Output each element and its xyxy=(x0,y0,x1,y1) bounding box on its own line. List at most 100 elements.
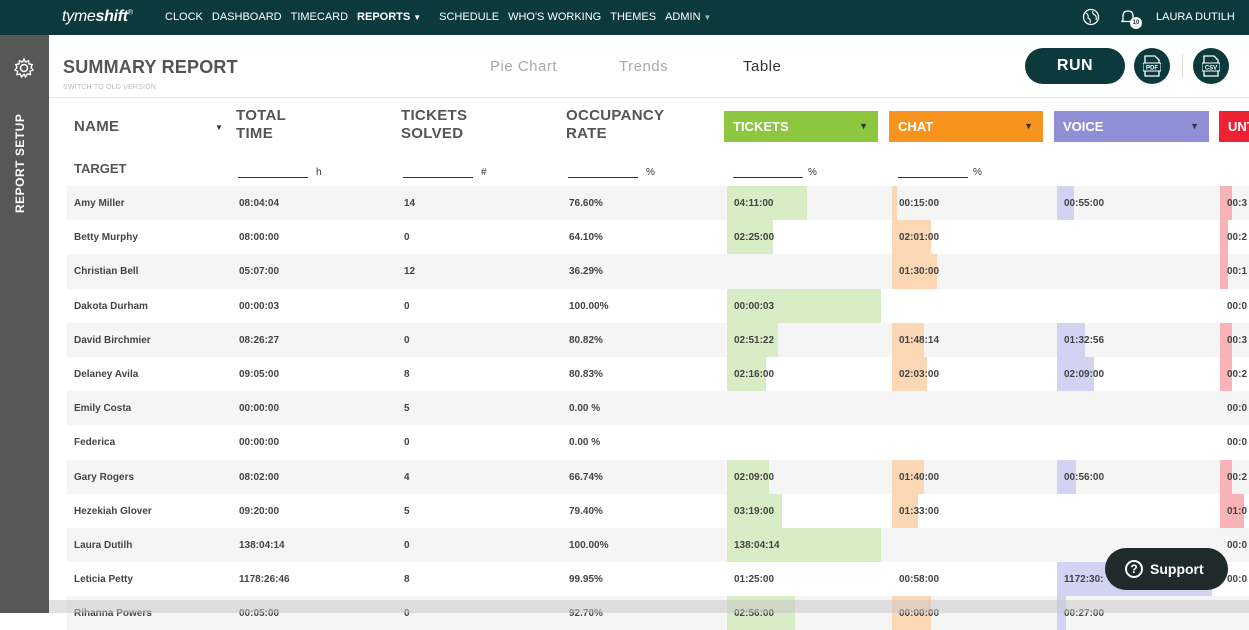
duration-bar xyxy=(1057,186,1074,221)
table-row[interactable]: Amy Miller 08:04:04 14 76.60% 04:11:00 00:15:… xyxy=(67,186,1249,221)
channel-dropdown-untracked[interactable]: UNT xyxy=(1219,111,1249,142)
column-header-name[interactable]: NAME xyxy=(74,118,120,135)
duration-bar xyxy=(727,186,807,221)
table-row[interactable]: David Birchmier 08:26:27 0 80.82% 02:51:22 01… xyxy=(67,322,1249,357)
occupancy-cell: 99.95% xyxy=(569,574,603,586)
question-icon: ? xyxy=(1125,560,1143,578)
target-unit: h xyxy=(316,167,322,178)
channel-time-cell: 02:09:00 xyxy=(1064,368,1105,380)
notification-badge: 10 xyxy=(1130,17,1142,29)
agent-name: Federica xyxy=(74,437,116,449)
support-button[interactable]: ? Support xyxy=(1105,548,1228,590)
nav-reports[interactable]: REPORTS ▼ xyxy=(357,11,430,23)
header-line: SOLVED xyxy=(401,125,464,142)
duration-bar xyxy=(1057,356,1094,392)
total-time-cell: 08:04:04 xyxy=(239,198,280,209)
duration-bar xyxy=(727,288,881,323)
table-row[interactable]: Leticia Petty 1178:26:46 8 99.95% 01:25:00 00… xyxy=(67,562,1249,597)
target-input-occupancy[interactable] xyxy=(568,177,638,178)
report-setup-sidebar[interactable]: REPORT SETUP xyxy=(0,35,49,613)
tickets-solved-cell: 0 xyxy=(404,232,410,244)
table-row[interactable]: Emily Costa 00:00:00 5 0.00 % 00:0 xyxy=(67,391,1249,426)
channel-dropdown-voice[interactable]: VOICE ▼ xyxy=(1054,111,1209,142)
duration-bar xyxy=(892,356,927,392)
nav-clock[interactable]: CLOCK xyxy=(165,11,203,23)
switch-old-version-link[interactable]: SWITCH TO OLD VERSION xyxy=(63,84,157,91)
channel-time-cell: 01:32:56 xyxy=(1064,334,1105,346)
target-unit: % xyxy=(808,167,817,178)
table-row[interactable]: Betty Murphy 08:00:00 0 64.10% 02:25:00 02:01… xyxy=(67,220,1249,255)
target-input-tickets-pct[interactable] xyxy=(733,177,803,178)
occupancy-cell: 76.60% xyxy=(569,198,603,209)
nav-themes[interactable]: THEMES xyxy=(610,11,657,23)
tickets-solved-cell: 8 xyxy=(404,368,410,380)
tab-trends[interactable]: Trends xyxy=(619,58,669,75)
channel-time-cell: 00:0 xyxy=(1227,437,1248,449)
table-row[interactable]: Dakota Durham 00:00:03 0 100.00% 00:00:03 00:… xyxy=(67,288,1249,323)
target-input-chat-pct[interactable] xyxy=(898,177,968,178)
duration-bar xyxy=(727,493,782,528)
occupancy-cell: 36.29% xyxy=(569,266,603,278)
nav-admin[interactable]: ADMIN ▼ xyxy=(665,11,720,23)
duration-bar xyxy=(727,322,778,357)
total-time-cell: 09:05:00 xyxy=(239,368,280,380)
occupancy-cell: 0.00 % xyxy=(569,437,601,449)
duration-bar xyxy=(1057,459,1076,494)
nav-whos-working[interactable]: WHO'S WORKING xyxy=(508,11,602,23)
nav-timecard[interactable]: TIMECARD xyxy=(290,11,349,23)
duration-bar xyxy=(892,254,937,289)
channel-dropdown-tickets[interactable]: TICKETS ▼ xyxy=(724,111,878,142)
main-nav: CLOCK DASHBOARD TIMECARD REPORTS ▼ SCHEDU… xyxy=(165,11,729,23)
duration-bar xyxy=(1220,459,1232,494)
table-row[interactable]: Hezekiah Glover 09:20:00 5 79.40% 03:19:00 01… xyxy=(67,493,1249,528)
user-menu[interactable]: LAURA DUTILH xyxy=(1156,11,1235,23)
total-time-cell: 08:00:00 xyxy=(239,232,280,244)
channel-time-cell: 00:0 xyxy=(1227,539,1248,551)
header-divider xyxy=(49,97,1249,98)
csv-export-button[interactable]: CSV xyxy=(1193,48,1229,84)
tickets-solved-cell: 5 xyxy=(404,403,410,415)
column-header-tickets-solved: TICKETS SOLVED xyxy=(401,107,467,143)
bell-icon[interactable] xyxy=(1119,8,1137,26)
tab-table[interactable]: Table xyxy=(743,58,782,75)
duration-bar xyxy=(1220,322,1232,357)
channel-time-cell: 00:3 xyxy=(1227,334,1248,346)
csv-file-icon: CSV xyxy=(1202,55,1220,77)
table-row[interactable]: Christian Bell 05:07:00 12 36.29% 01:30:00 00… xyxy=(67,254,1249,289)
channel-time-cell: 01:48:14 xyxy=(899,334,940,346)
table-row[interactable]: Gary Rogers 08:02:00 4 66.74% 02:09:00 01:40:… xyxy=(67,459,1249,494)
header-line: RATE xyxy=(566,125,607,142)
agent-name: Gary Rogers xyxy=(74,471,135,483)
table-row[interactable]: Delaney Avila 09:05:00 8 80.83% 02:16:00 02:0… xyxy=(67,356,1249,392)
channel-time-cell: 02:09:00 xyxy=(734,471,775,483)
chevron-down-icon: ▼ xyxy=(703,13,712,22)
pdf-label: PDF xyxy=(1146,66,1158,72)
target-input-tickets[interactable] xyxy=(403,177,473,178)
channel-time-cell: 02:25:00 xyxy=(734,232,775,244)
channel-label: TICKETS xyxy=(733,119,789,134)
tab-pie-chart[interactable]: Pie Chart xyxy=(490,58,558,75)
tickets-solved-cell: 5 xyxy=(404,505,410,517)
tickets-solved-cell: 14 xyxy=(404,198,416,209)
tickets-solved-cell: 8 xyxy=(404,574,410,586)
globe-icon[interactable] xyxy=(1082,8,1100,26)
pdf-export-button[interactable]: PDF xyxy=(1134,48,1170,84)
run-button[interactable]: RUN xyxy=(1025,48,1125,84)
table-row[interactable]: Laura Dutilh 138:04:14 0 100.00% 138:04:14 00… xyxy=(67,527,1249,563)
channel-time-cell: 02:16:00 xyxy=(734,368,775,380)
tymeshift-logo[interactable]: tymeshift® xyxy=(62,8,133,25)
table-row[interactable]: Federica 00:00:00 0 0.00 % 00:0 xyxy=(67,425,1249,459)
tickets-solved-cell: 0 xyxy=(404,539,410,551)
channel-label: CHAT xyxy=(898,119,934,134)
agent-name: Amy Miller xyxy=(74,198,125,209)
target-input-total-time[interactable] xyxy=(238,177,308,178)
sort-caret-icon[interactable]: ▼ xyxy=(215,123,223,132)
duration-bar xyxy=(1057,322,1085,357)
channel-time-cell: 00:2 xyxy=(1227,368,1248,380)
nav-schedule[interactable]: SCHEDULE xyxy=(439,11,500,23)
header-line: TIME xyxy=(236,125,274,142)
channel-time-cell: 04:11:00 xyxy=(734,198,774,209)
channel-dropdown-chat[interactable]: CHAT ▼ xyxy=(889,111,1043,142)
gear-icon[interactable] xyxy=(13,57,35,79)
nav-dashboard[interactable]: DASHBOARD xyxy=(211,11,282,23)
